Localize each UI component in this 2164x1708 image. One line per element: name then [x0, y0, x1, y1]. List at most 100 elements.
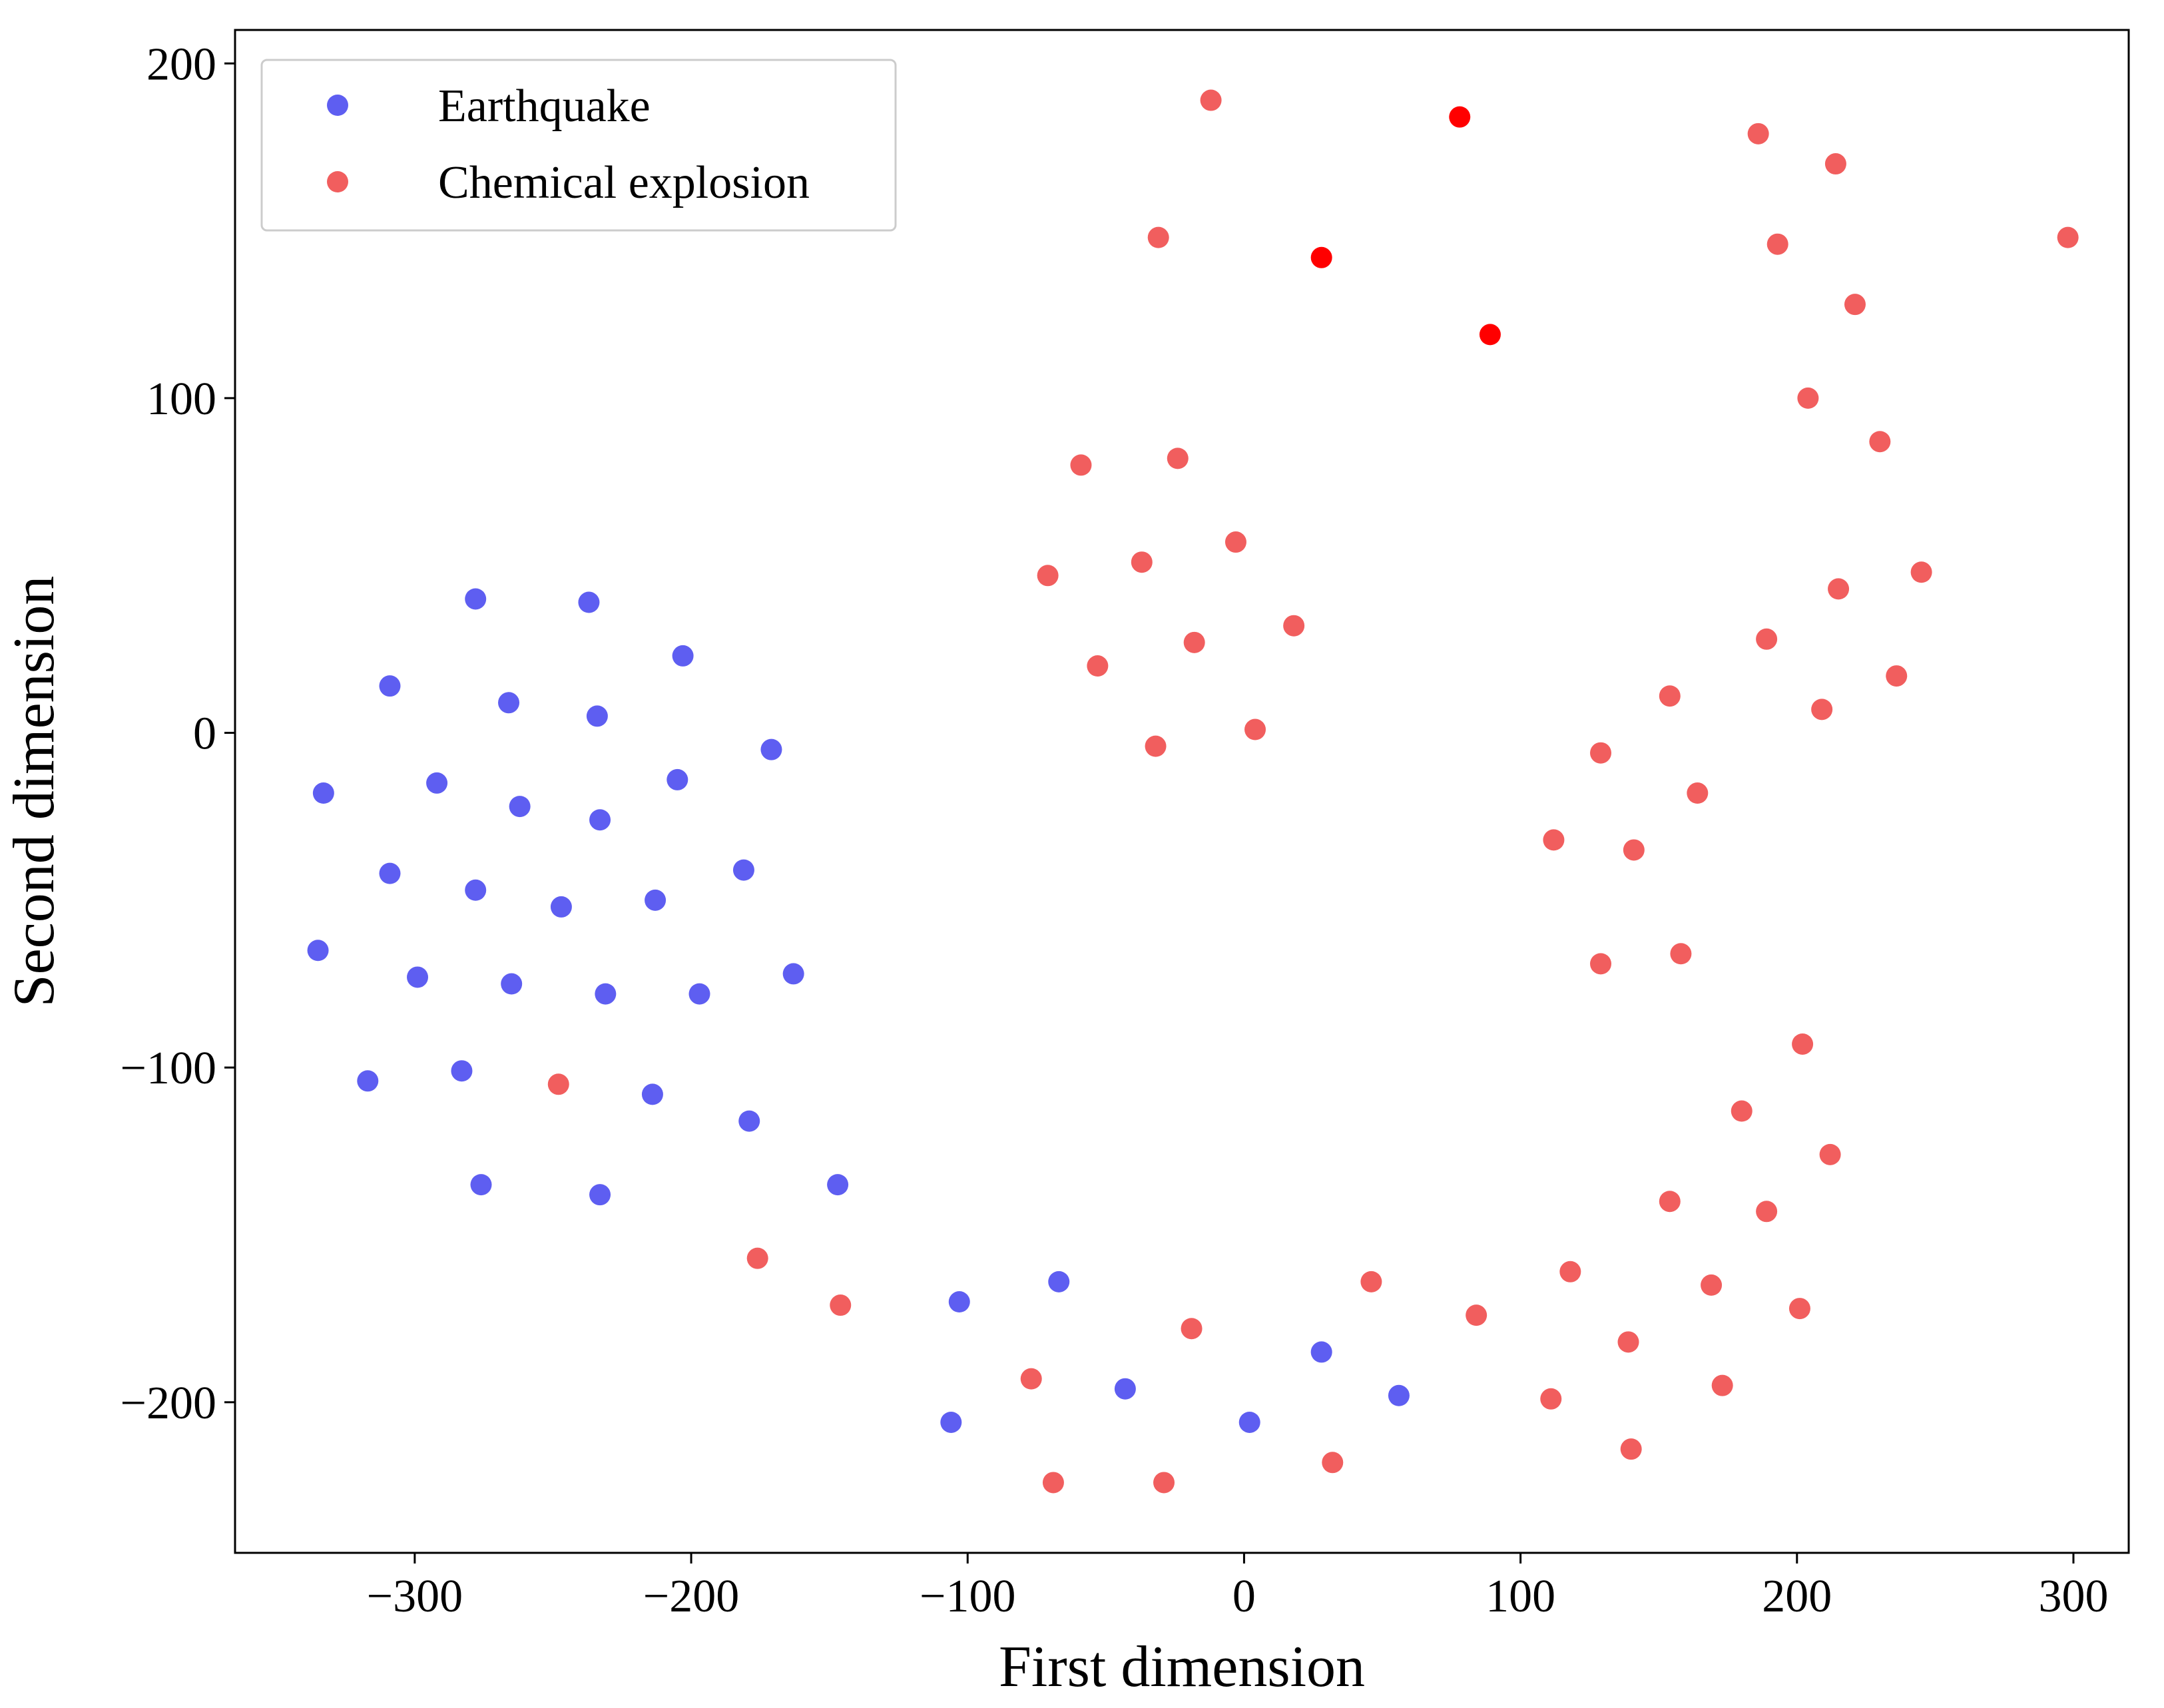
- earthquake-point: [645, 889, 667, 911]
- chemical-explosion-point: [1910, 561, 1932, 583]
- y-axis-label: Second dimension: [2, 576, 67, 1007]
- earthquake-point: [501, 973, 523, 995]
- earthquake-point: [595, 983, 617, 1005]
- chemical-explosion-point: [1543, 829, 1565, 851]
- earthquake-point: [641, 1083, 663, 1105]
- earthquake-point: [1388, 1384, 1410, 1406]
- earthquake-point: [738, 1110, 760, 1132]
- earthquake-point: [578, 591, 600, 613]
- data-points: [307, 89, 2079, 1494]
- earthquake-point: [1048, 1271, 1070, 1292]
- chemical-explosion-point: [1747, 123, 1769, 144]
- y-tick-label: −100: [121, 1043, 216, 1094]
- chemical-explosion-point: [830, 1294, 852, 1316]
- chemical-explosion-point: [1844, 294, 1866, 316]
- earthquake-point: [688, 983, 710, 1005]
- chemical-explosion-point: [1623, 839, 1645, 861]
- x-tick-label: 300: [2038, 1571, 2108, 1622]
- legend-box: [260, 59, 897, 232]
- chemical-explosion-point: [1244, 718, 1266, 740]
- chemical-explosion-point: [1788, 1298, 1810, 1320]
- chemical-explosion-point: [1145, 735, 1167, 757]
- chemical-explosion-point: [1797, 387, 1819, 409]
- x-axis-ticks: −300 −200 −100 0 100 200 300: [367, 1553, 2108, 1622]
- chemical-explosion-point: [547, 1073, 569, 1095]
- plot-area-frame: [234, 29, 2130, 1554]
- chemical-explosion-point: [1766, 233, 1788, 255]
- y-axis-ticks: −200 −100 0 100 200: [121, 39, 235, 1429]
- chemical-explosion-point: [1224, 531, 1246, 553]
- chemical-explosion-point: [1811, 699, 1833, 720]
- earthquake-point: [1114, 1378, 1136, 1400]
- x-tick-label: −200: [643, 1571, 739, 1622]
- chemical-explosion-point: [1617, 1331, 1639, 1353]
- earthquake-point: [732, 859, 754, 881]
- x-tick-label: 100: [1486, 1571, 1555, 1622]
- chemical-explosion-point: [1701, 1274, 1723, 1296]
- y-tick-label: 0: [193, 709, 216, 760]
- chemical-explosion-point: [1711, 1374, 1733, 1396]
- earthquake-point: [782, 963, 804, 985]
- chemical-explosion-point: [1559, 1261, 1581, 1282]
- earthquake-point: [312, 782, 334, 804]
- x-tick-label: 0: [1232, 1571, 1256, 1622]
- earthquake-point: [672, 645, 694, 667]
- chemical-explosion-point: [1087, 655, 1109, 677]
- legend-marker-earthquake: [327, 95, 348, 116]
- highlighted-explosion-point: [1479, 324, 1501, 346]
- chemical-explosion-point: [1659, 1191, 1681, 1213]
- earthquake-point: [589, 809, 611, 831]
- x-tick-label: −300: [367, 1571, 463, 1622]
- chemical-explosion-point: [1147, 226, 1169, 248]
- chemical-explosion-point: [1131, 551, 1153, 573]
- y-tick-label: 200: [146, 39, 216, 90]
- chemical-explosion-point: [2057, 226, 2079, 248]
- earthquake-point: [586, 705, 608, 727]
- chemical-explosion-point: [1869, 431, 1891, 453]
- chemical-explosion-point: [1283, 615, 1305, 637]
- chemical-explosion-point: [1540, 1388, 1562, 1410]
- chemical-explosion-point: [1360, 1271, 1382, 1292]
- chemical-explosion-point: [1153, 1472, 1175, 1494]
- earthquake-point: [426, 772, 448, 794]
- chemical-explosion-point: [1756, 628, 1778, 650]
- legend: Earthquake Chemical explosion: [260, 59, 897, 232]
- earthquake-point: [1238, 1411, 1260, 1433]
- chemical-explosion-point: [1670, 943, 1692, 965]
- earthquake-point: [357, 1070, 379, 1092]
- earthquake-point: [550, 896, 572, 918]
- chemical-explosion-point: [1181, 1318, 1203, 1340]
- earthquake-point: [760, 738, 782, 760]
- earthquake-point: [451, 1060, 473, 1082]
- legend-label-chemical-explosion: Chemical explosion: [438, 157, 810, 208]
- earthquake-point: [1310, 1341, 1332, 1363]
- chemical-explosion-point: [1042, 1472, 1064, 1494]
- chemical-explosion-point: [1819, 1143, 1841, 1165]
- legend-label-earthquake: Earthquake: [438, 81, 651, 132]
- earthquake-point: [465, 588, 487, 610]
- chemical-explosion-point: [1828, 578, 1850, 600]
- chemical-explosion-point: [1590, 742, 1612, 764]
- earthquake-point: [498, 692, 520, 714]
- legend-marker-chemical-explosion: [327, 171, 348, 192]
- earthquake-point: [465, 879, 487, 901]
- x-axis-label: First dimension: [999, 1635, 1365, 1699]
- chemical-explosion-point: [1590, 953, 1612, 975]
- chemical-explosion-point: [1183, 631, 1205, 653]
- chemical-explosion-point: [1824, 153, 1846, 175]
- chemical-explosion-point: [1731, 1100, 1753, 1122]
- chemical-explosion-point: [1466, 1304, 1488, 1326]
- earthquake-point: [589, 1184, 611, 1206]
- earthquake-point: [379, 862, 401, 884]
- x-tick-label: −100: [920, 1571, 1015, 1622]
- earthquake-point: [827, 1174, 849, 1196]
- earthquake-point: [940, 1411, 962, 1433]
- y-tick-label: 100: [146, 374, 216, 425]
- earthquake-point: [948, 1291, 970, 1313]
- chemical-explosion-point: [1070, 454, 1092, 476]
- chemical-explosion-point: [1322, 1452, 1344, 1474]
- chemical-explosion-point: [746, 1247, 768, 1269]
- chemical-explosion-point: [1200, 89, 1222, 111]
- chemical-explosion-point: [1167, 447, 1189, 469]
